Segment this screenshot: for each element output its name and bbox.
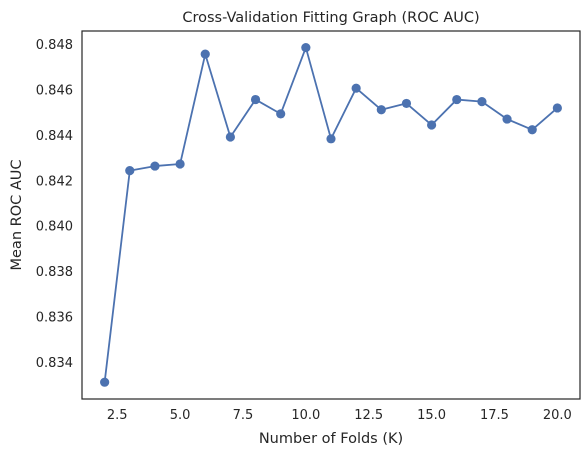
x-tick-label: 5.0: [170, 408, 191, 423]
y-tick-label: 0.834: [36, 356, 73, 371]
data-point: [250, 94, 261, 105]
data-point: [376, 105, 386, 115]
data-point: [200, 49, 210, 59]
data-point: [477, 97, 487, 107]
data-point: [125, 166, 135, 176]
x-tick-label: 2.5: [107, 408, 128, 423]
x-tick-label: 15.0: [417, 408, 446, 423]
x-tick-label: 12.5: [354, 408, 383, 423]
data-point: [427, 120, 437, 130]
plot-area: [81, 30, 581, 400]
x-tick-label: 10.0: [291, 408, 320, 423]
y-tick-label: 0.842: [36, 174, 73, 189]
data-point: [150, 161, 160, 171]
y-tick-label: 0.846: [36, 84, 73, 99]
data-point: [100, 377, 110, 387]
x-axis-title: Number of Folds (K): [259, 431, 403, 447]
data-point: [175, 159, 185, 169]
x-tick-label: 7.5: [233, 408, 254, 423]
y-tick-label: 0.844: [36, 129, 73, 144]
x-axis-ticks: 2.5 5.0 7.5 10.0 12.5 15.0 17.5 20.0: [107, 408, 572, 423]
series-layer: [100, 42, 562, 387]
data-point: [225, 132, 235, 142]
y-tick-label: 0.840: [36, 220, 73, 235]
y-tick-label: 0.838: [36, 265, 73, 280]
y-axis-ticks: 0.834 0.836 0.838 0.840 0.842 0.844 0.846 0.848: [36, 38, 73, 371]
data-point: [552, 103, 562, 113]
data-point: [326, 134, 336, 144]
data-point: [527, 125, 537, 135]
chart-title: Cross-Validation Fitting Graph (ROC AUC): [182, 10, 479, 26]
data-point: [452, 94, 462, 105]
data-point: [276, 109, 286, 119]
data-point: [401, 98, 412, 109]
y-tick-label: 0.848: [36, 38, 73, 53]
x-tick-label: 20.0: [543, 408, 572, 423]
data-point: [301, 42, 311, 53]
data-point: [502, 114, 512, 124]
y-tick-label: 0.836: [36, 311, 73, 326]
x-tick-label: 17.5: [480, 408, 509, 423]
data-point: [351, 83, 361, 93]
y-axis-title: Mean ROC AUC: [9, 160, 25, 271]
